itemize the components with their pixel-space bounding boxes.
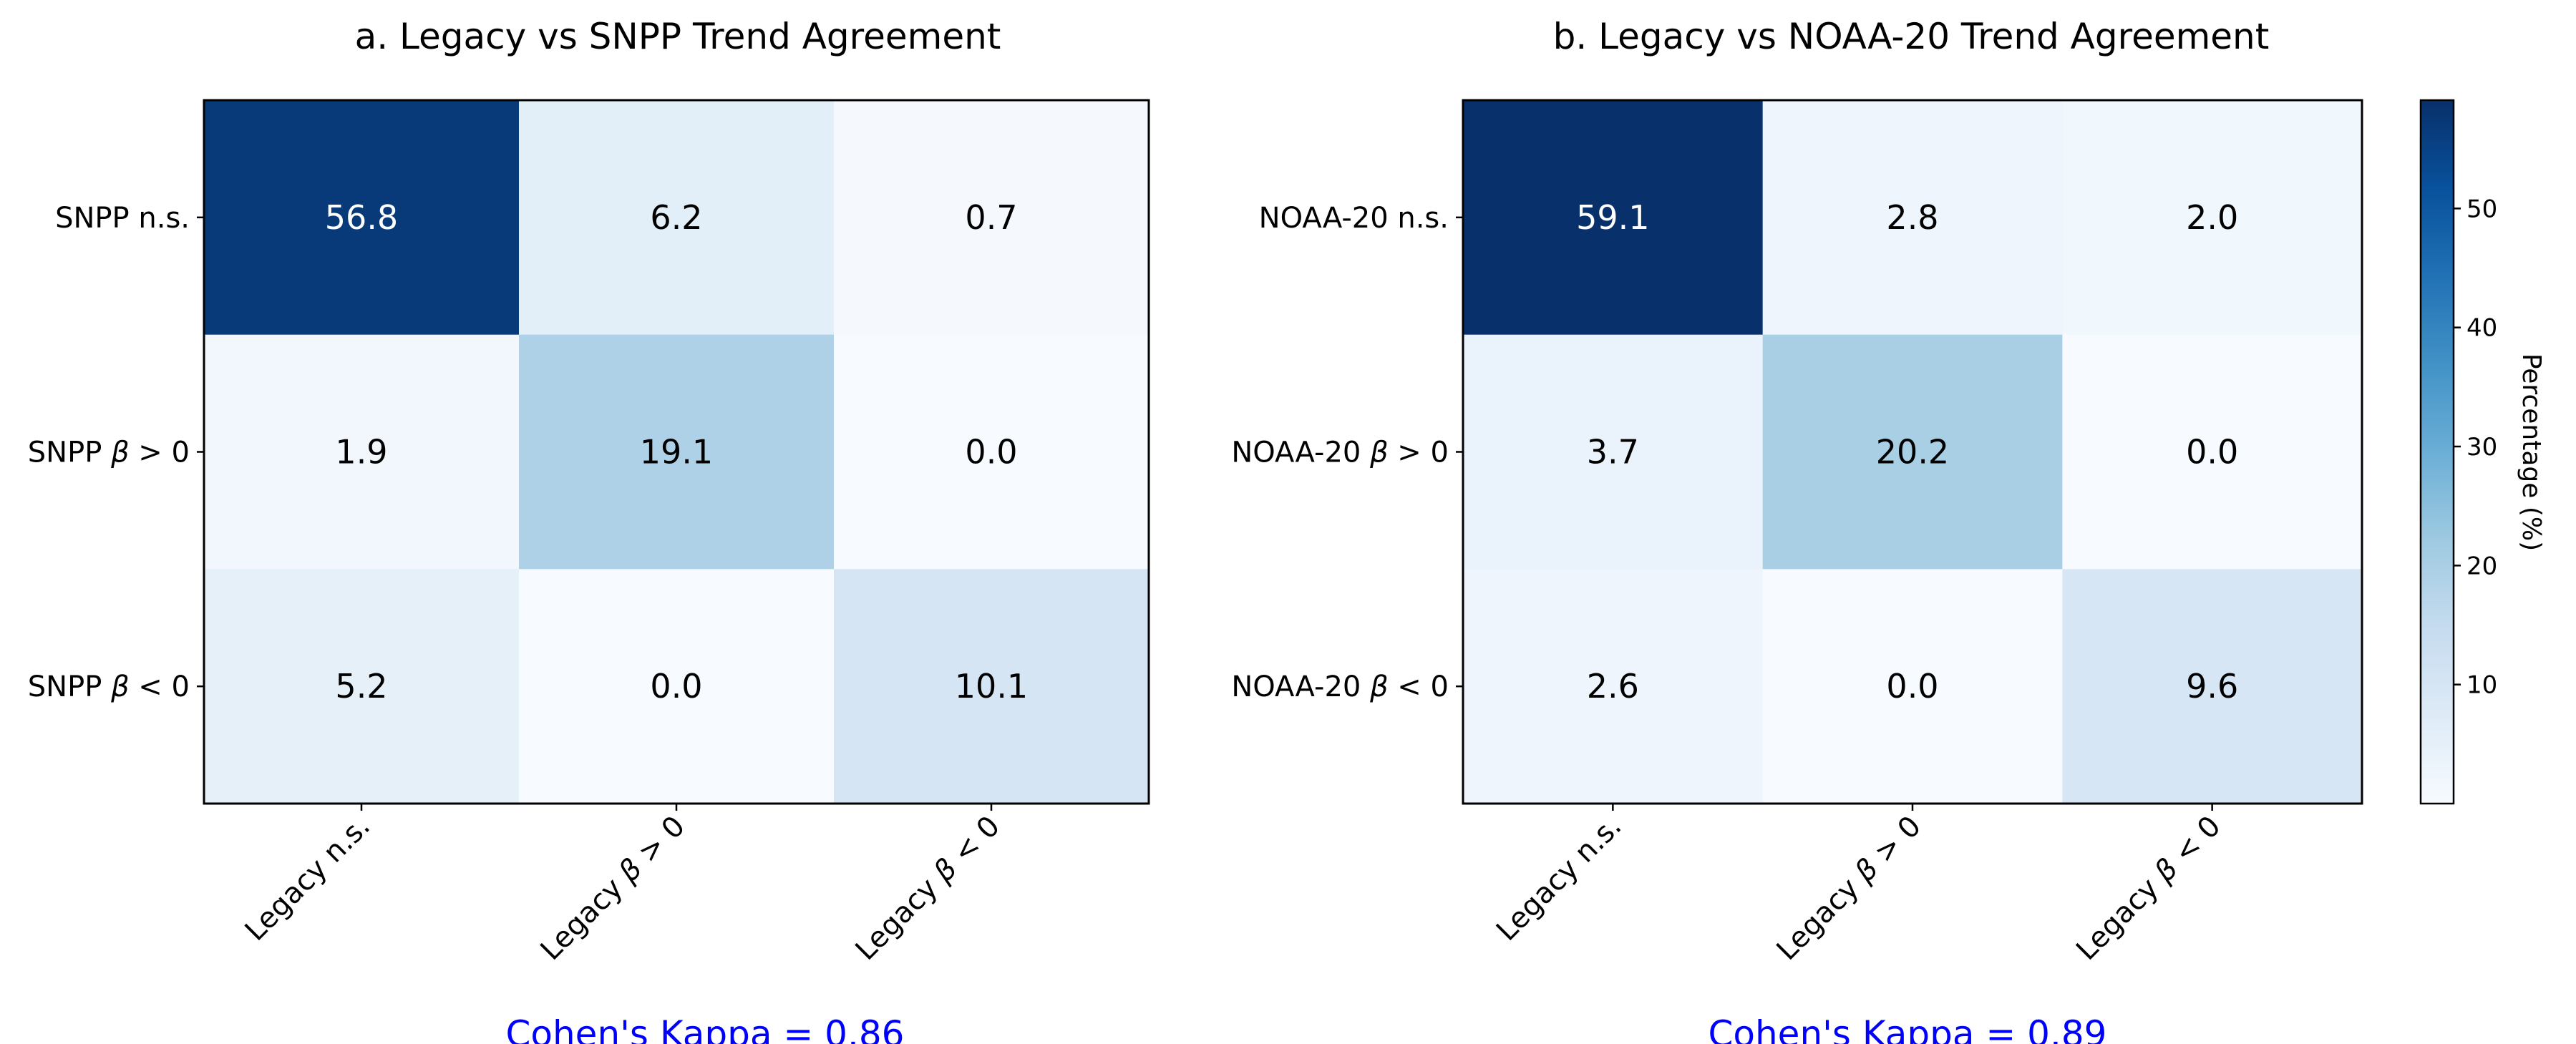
heatmap-cell bbox=[519, 100, 835, 336]
cell-value-label: 0.0 bbox=[965, 433, 1017, 472]
heatmap-cell bbox=[204, 569, 520, 804]
heatmap-cell bbox=[1762, 334, 2063, 570]
colorbar-tick-label: 40 bbox=[2466, 314, 2497, 343]
heatmap-cell bbox=[834, 569, 1150, 804]
colorbar-tick-label: 10 bbox=[2466, 671, 2497, 700]
colorbar-tick-label: 30 bbox=[2466, 433, 2497, 462]
cell-value-label: 56.8 bbox=[325, 198, 398, 237]
cell-value-label: 2.8 bbox=[1886, 198, 1938, 237]
heatmap-cell bbox=[834, 100, 1150, 336]
y-tick-label: SNPP β > 0 bbox=[28, 436, 190, 469]
colorbar-gradient bbox=[2419, 99, 2455, 805]
colorbar-tick-label: 50 bbox=[2466, 195, 2497, 223]
heatmap-cell bbox=[1463, 569, 1764, 804]
cell-value-label: 2.6 bbox=[1587, 667, 1639, 706]
panel-b-x-ticks: Legacy n.s. Legacy β > 0 Legacy β < 0 bbox=[1490, 804, 2227, 967]
heatmap-cell bbox=[1463, 100, 1764, 336]
x-tick-label: Legacy n.s. bbox=[1490, 810, 1628, 947]
panel-b-y-ticks: NOAA-20 n.s. NOAA-20 β > 0 NOAA-20 β < 0 bbox=[1231, 202, 1463, 703]
x-tick-label: Legacy n.s. bbox=[239, 810, 376, 947]
heatmap-cell bbox=[204, 334, 520, 570]
colorbar: 10 20 30 40 50 Percentage (%) bbox=[2419, 99, 2546, 805]
panel-b: b. Legacy vs NOAA-20 Trend Agreement 59.… bbox=[1231, 16, 2363, 1044]
heatmap-cell bbox=[519, 569, 835, 804]
heatmap-cell bbox=[1463, 334, 1764, 570]
cell-value-label: 5.2 bbox=[335, 667, 387, 706]
y-tick-label: NOAA-20 β < 0 bbox=[1231, 670, 1449, 703]
heatmap-cell bbox=[2062, 334, 2363, 570]
heatmap-cell bbox=[1762, 569, 2063, 804]
heatmap-cell bbox=[2062, 569, 2363, 804]
cell-value-label: 9.6 bbox=[2186, 667, 2238, 706]
cell-value-label: 10.1 bbox=[955, 667, 1028, 706]
colorbar-tick-label: 20 bbox=[2466, 552, 2497, 580]
x-tick-label: Legacy β < 0 bbox=[2070, 810, 2227, 967]
cell-value-label: 3.7 bbox=[1587, 433, 1639, 472]
panel-a-x-ticks: Legacy n.s. Legacy β > 0 Legacy β < 0 bbox=[239, 804, 1006, 967]
y-tick-label: NOAA-20 n.s. bbox=[1259, 202, 1449, 235]
panel-b-title: b. Legacy vs NOAA-20 Trend Agreement bbox=[1553, 16, 2270, 57]
heatmap-cell bbox=[834, 334, 1150, 570]
cell-value-label: 59.1 bbox=[1576, 198, 1649, 237]
panel-b-kappa-annotation: Cohen's Kappa = 0.89 bbox=[1708, 1013, 2106, 1044]
heatmap-cell bbox=[204, 100, 520, 336]
x-tick-label: Legacy β > 0 bbox=[1771, 810, 1928, 967]
heatmap-cell bbox=[519, 334, 835, 570]
panel-a-title: a. Legacy vs SNPP Trend Agreement bbox=[355, 16, 1001, 57]
heatmap-cell bbox=[1762, 100, 2063, 336]
cell-value-label: 0.0 bbox=[1886, 667, 1938, 706]
cell-value-label: 19.1 bbox=[640, 433, 713, 472]
colorbar-ticks: 10 20 30 40 50 bbox=[2454, 195, 2497, 700]
x-tick-label: Legacy β < 0 bbox=[850, 810, 1007, 967]
panel-a-cells: 56.8 6.2 0.7 1.9 19.1 0.0 5.2 0.0 10.1 bbox=[204, 100, 1150, 804]
y-tick-label: SNPP n.s. bbox=[55, 202, 190, 235]
x-tick-label: Legacy β > 0 bbox=[535, 810, 692, 967]
cell-value-label: 1.9 bbox=[335, 433, 387, 472]
cell-value-label: 0.0 bbox=[650, 667, 702, 706]
cell-value-label: 20.2 bbox=[1876, 433, 1949, 472]
panel-b-cells: 59.1 2.8 2.0 3.7 20.2 0.0 2.6 0.0 9.6 bbox=[1463, 100, 2363, 804]
panel-a-kappa-annotation: Cohen's Kappa = 0.86 bbox=[505, 1013, 904, 1044]
colorbar-label: Percentage (%) bbox=[2517, 353, 2546, 551]
panel-a: a. Legacy vs SNPP Trend Agreement 56.8 6.… bbox=[28, 16, 1150, 1044]
cell-value-label: 0.0 bbox=[2186, 433, 2238, 472]
y-tick-label: NOAA-20 β > 0 bbox=[1231, 436, 1449, 469]
cell-value-label: 2.0 bbox=[2186, 198, 2238, 237]
heatmap-cell bbox=[2062, 100, 2363, 336]
cell-value-label: 0.7 bbox=[965, 198, 1017, 237]
y-tick-label: SNPP β < 0 bbox=[28, 670, 190, 703]
panel-a-y-ticks: SNPP n.s. SNPP β > 0 SNPP β < 0 bbox=[28, 202, 204, 703]
cell-value-label: 6.2 bbox=[650, 198, 702, 237]
